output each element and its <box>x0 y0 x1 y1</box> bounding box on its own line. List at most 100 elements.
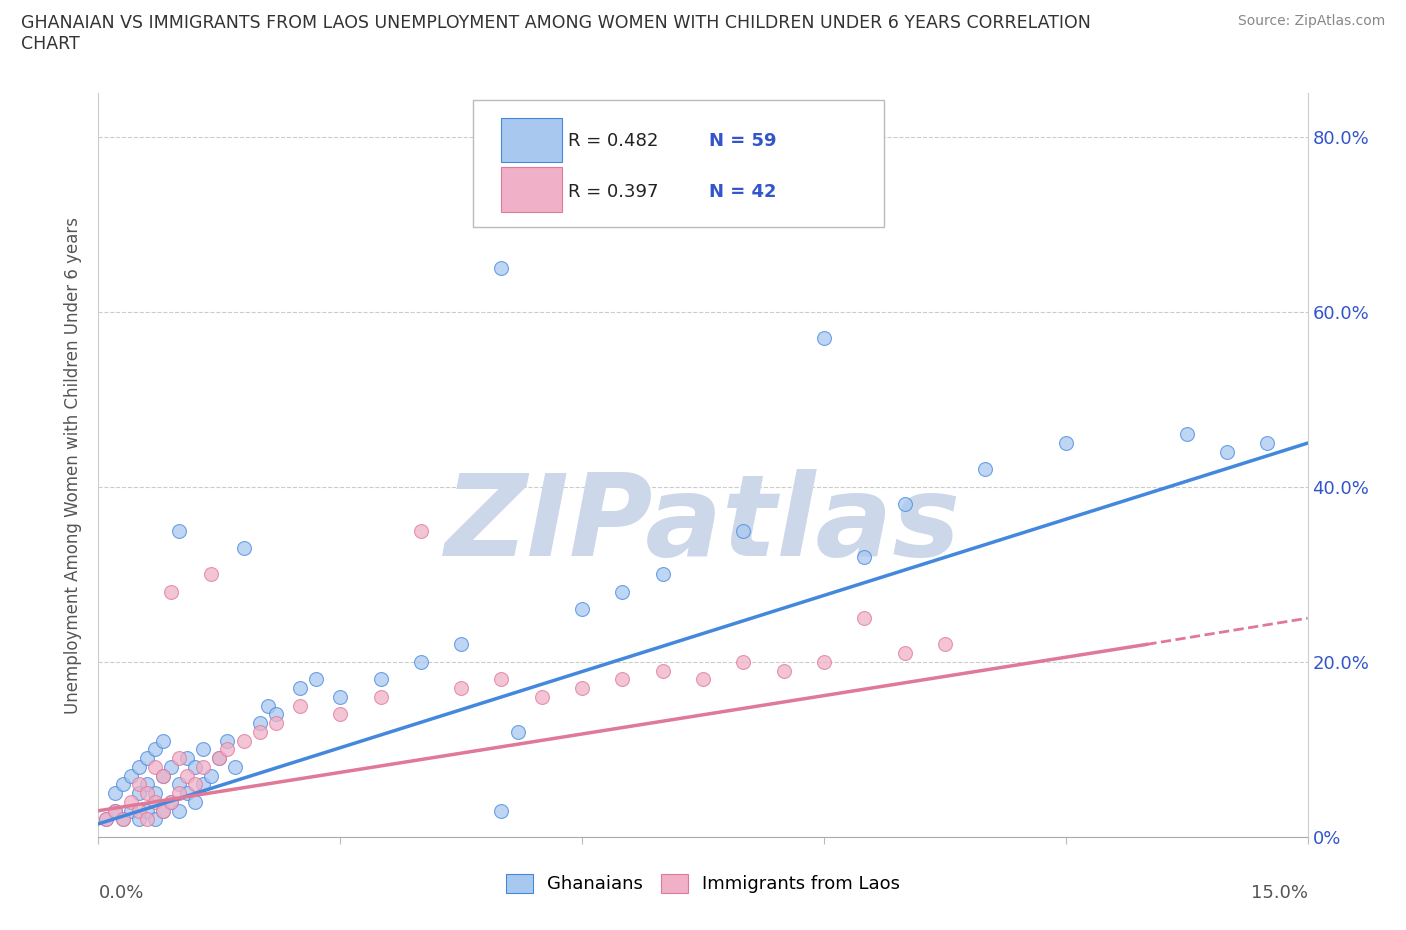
Point <box>135 786 157 801</box>
Point <box>160 584 183 599</box>
Point <box>120 804 142 818</box>
Point <box>224 760 246 775</box>
Point <box>1216 445 1239 459</box>
Point <box>176 786 198 801</box>
Point <box>651 663 673 678</box>
Point <box>128 760 150 775</box>
Point <box>111 777 134 792</box>
Point <box>176 751 198 765</box>
Point <box>111 812 134 827</box>
Point <box>184 794 207 809</box>
Legend: Ghanaians, Immigrants from Laos: Ghanaians, Immigrants from Laos <box>496 865 910 902</box>
Point <box>974 462 997 477</box>
Point <box>692 672 714 687</box>
Point <box>184 777 207 792</box>
Point <box>813 655 835 670</box>
Point <box>103 804 125 818</box>
Point <box>232 733 254 748</box>
Point <box>217 742 239 757</box>
Point <box>733 524 755 538</box>
Point <box>120 768 142 783</box>
Point <box>152 804 174 818</box>
Point <box>152 768 174 783</box>
Point <box>103 786 125 801</box>
FancyBboxPatch shape <box>501 117 561 162</box>
Point <box>370 689 392 704</box>
Point <box>143 786 166 801</box>
Point <box>491 672 513 687</box>
Point <box>200 567 222 582</box>
FancyBboxPatch shape <box>501 167 561 212</box>
Point <box>143 760 166 775</box>
Point <box>853 611 876 626</box>
Point <box>111 812 134 827</box>
Y-axis label: Unemployment Among Women with Children Under 6 years: Unemployment Among Women with Children U… <box>65 217 83 713</box>
Point <box>160 794 183 809</box>
Point <box>135 751 157 765</box>
Point <box>409 524 432 538</box>
Point <box>934 637 956 652</box>
Point <box>264 707 287 722</box>
Point <box>288 698 311 713</box>
Point <box>103 804 125 818</box>
Point <box>1256 435 1278 450</box>
Point <box>813 331 835 346</box>
Point <box>128 786 150 801</box>
Text: Source: ZipAtlas.com: Source: ZipAtlas.com <box>1237 14 1385 28</box>
Point <box>1054 435 1077 450</box>
Point <box>506 724 529 739</box>
Point <box>409 655 432 670</box>
Point <box>733 655 755 670</box>
Point <box>167 777 190 792</box>
Point <box>193 742 215 757</box>
Text: GHANAIAN VS IMMIGRANTS FROM LAOS UNEMPLOYMENT AMONG WOMEN WITH CHILDREN UNDER 6 : GHANAIAN VS IMMIGRANTS FROM LAOS UNEMPLO… <box>21 14 1091 53</box>
Point <box>135 804 157 818</box>
Point <box>232 540 254 555</box>
Point <box>143 812 166 827</box>
Point <box>200 768 222 783</box>
Point <box>305 672 328 687</box>
Point <box>135 777 157 792</box>
Point <box>128 804 150 818</box>
Point <box>329 707 352 722</box>
Point <box>1175 427 1198 442</box>
Point <box>249 724 271 739</box>
Point <box>184 760 207 775</box>
Point <box>176 768 198 783</box>
Point <box>772 663 794 678</box>
Point <box>249 716 271 731</box>
Point <box>96 812 118 827</box>
Text: N = 42: N = 42 <box>709 183 776 201</box>
Point <box>612 584 634 599</box>
Point <box>160 794 183 809</box>
Point <box>208 751 231 765</box>
Point <box>370 672 392 687</box>
Point <box>152 733 174 748</box>
Point <box>143 794 166 809</box>
Point <box>329 689 352 704</box>
Text: R = 0.397: R = 0.397 <box>568 183 658 201</box>
Point <box>128 777 150 792</box>
Point <box>152 804 174 818</box>
Point <box>893 645 915 660</box>
Point <box>571 602 593 617</box>
Point <box>167 524 190 538</box>
Text: N = 59: N = 59 <box>709 132 776 151</box>
Point <box>135 812 157 827</box>
Point <box>491 260 513 275</box>
Point <box>193 760 215 775</box>
Point <box>167 786 190 801</box>
Point <box>167 804 190 818</box>
Point <box>530 689 553 704</box>
Point <box>256 698 278 713</box>
Point <box>193 777 215 792</box>
Point <box>893 497 915 512</box>
Text: R = 0.482: R = 0.482 <box>568 132 658 151</box>
Point <box>96 812 118 827</box>
Text: 15.0%: 15.0% <box>1250 884 1308 902</box>
Point <box>651 567 673 582</box>
Point <box>143 742 166 757</box>
Point <box>853 550 876 565</box>
Point <box>160 760 183 775</box>
Point <box>288 681 311 696</box>
